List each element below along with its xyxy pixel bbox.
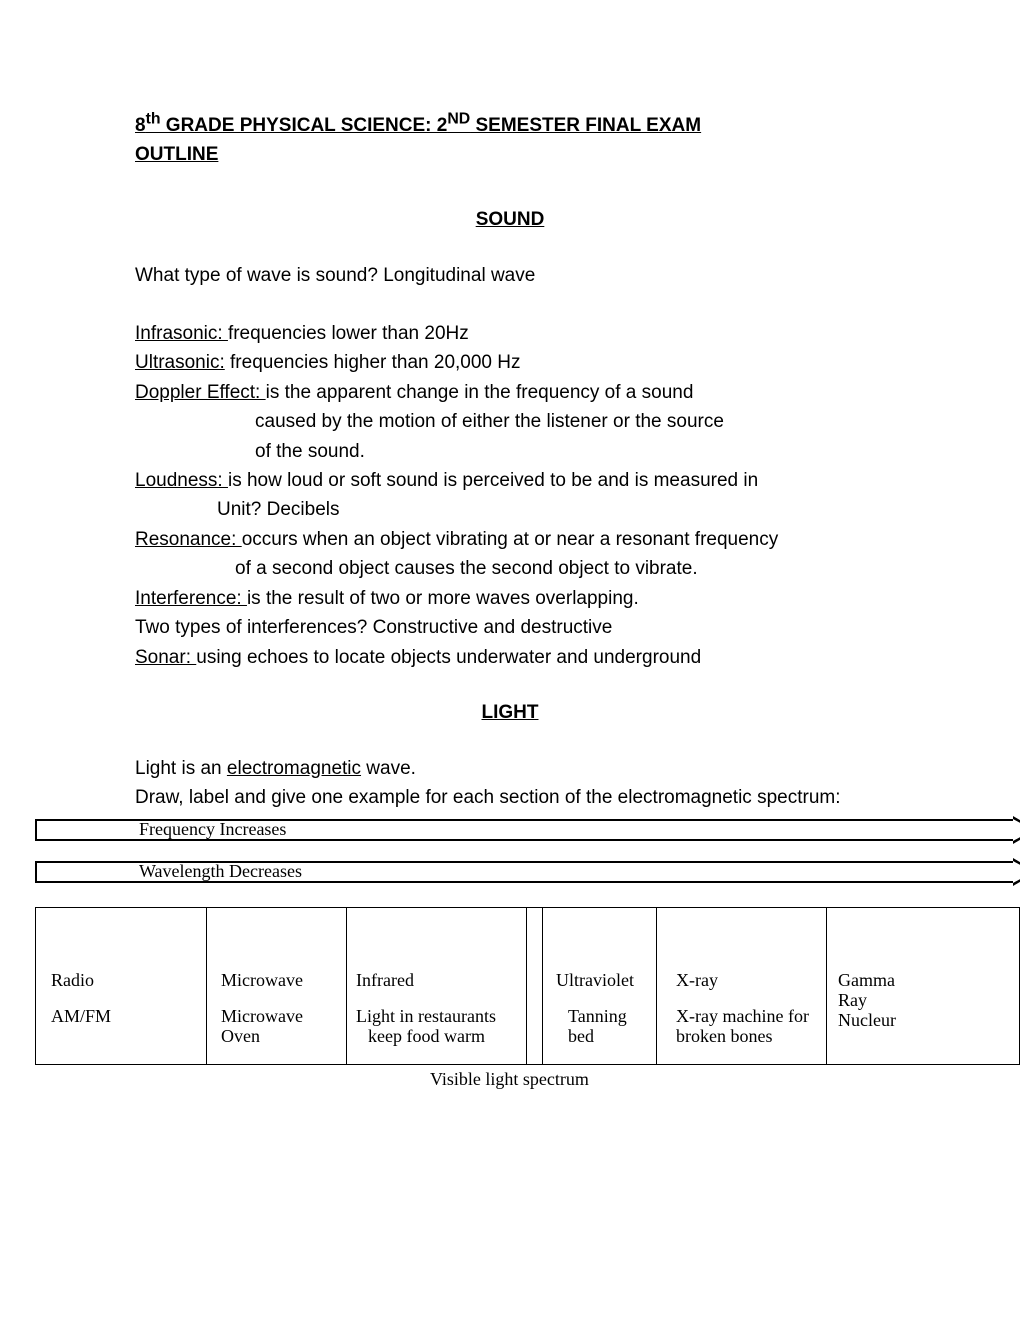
title-line2: OUTLINE <box>135 144 218 165</box>
arrow-wavelength-shaft: Wavelength Decreases <box>35 861 1015 883</box>
val-loudness: is how loud or soft sound is perceived t… <box>228 470 758 491</box>
spectrum-divider <box>826 908 827 1064</box>
sound-heading: SOUND <box>135 209 885 231</box>
spectrum-divider <box>542 908 543 1064</box>
document-page: 8th GRADE PHYSICAL SCIENCE: 2ND SEMESTER… <box>0 0 1020 1130</box>
spectrum-diagram: Radio AM/FM Microwave Microwave Oven Inf… <box>35 907 1020 1090</box>
visible-light-caption: Visible light spectrum <box>430 1069 1020 1090</box>
title-text: 8th GRADE PHYSICAL SCIENCE: 2ND SEMESTER… <box>135 115 701 136</box>
arrow-frequency-head-inner <box>1013 819 1020 841</box>
val-sonar: using echoes to locate objects underwate… <box>196 647 701 668</box>
term-doppler: Doppler Effect: <box>135 382 266 403</box>
spectrum-divider <box>206 908 207 1064</box>
val-infrasonic: frequencies lower than 20Hz <box>228 323 469 344</box>
def-interference: Interference: is the result of two or mo… <box>135 584 885 613</box>
spectrum-divider <box>656 908 657 1064</box>
val-resonance: occurs when an object vibrating at or ne… <box>242 529 779 550</box>
arrow-frequency: Frequency Increases <box>135 817 885 847</box>
def-doppler: Doppler Effect: is the apparent change i… <box>135 378 885 407</box>
val-doppler: is the apparent change in the frequency … <box>266 382 694 403</box>
col-gamma-ex: Nucleur <box>838 1010 896 1031</box>
sound-definitions: Infrasonic: frequencies lower than 20Hz … <box>135 319 885 672</box>
term-loudness: Loudness: <box>135 470 228 491</box>
def-sonar: Sonar: using echoes to locate objects un… <box>135 643 885 672</box>
document-title: 8th GRADE PHYSICAL SCIENCE: 2ND SEMESTER… <box>135 108 885 169</box>
term-ultrasonic: Ultrasonic: <box>135 352 225 373</box>
term-infrasonic: Infrasonic: <box>135 323 228 344</box>
col-uv: Ultraviolet <box>556 970 634 991</box>
col-xray: X-ray <box>676 970 718 991</box>
light-intro: Light is an electromagnetic wave. Draw, … <box>135 754 885 813</box>
arrow-wavelength: Wavelength Decreases <box>135 859 885 889</box>
light-l1u: electromagnetic <box>227 758 361 779</box>
arrow-wavelength-head-inner <box>1013 861 1020 883</box>
light-l1a: Light is an <box>135 758 227 779</box>
light-l1b: wave. <box>361 758 416 779</box>
def-resonance: Resonance: occurs when an object vibrati… <box>135 525 885 554</box>
def-loudness: Loudness: is how loud or soft sound is p… <box>135 466 885 495</box>
def-resonance-c1: of a second object causes the second obj… <box>135 554 885 583</box>
col-infrared-ex1: Light in restaurants <box>356 1006 496 1027</box>
term-resonance: Resonance: <box>135 529 242 550</box>
col-microwave-ex2: Oven <box>221 1026 260 1047</box>
def-doppler-c2: of the sound. <box>135 437 885 466</box>
def-infrasonic: Infrasonic: frequencies lower than 20Hz <box>135 319 885 348</box>
def-ultrasonic: Ultrasonic: frequencies higher than 20,0… <box>135 348 885 377</box>
arrow-wavelength-label: Wavelength Decreases <box>37 861 302 882</box>
light-l2: Draw, label and give one example for eac… <box>135 787 841 808</box>
spectrum-divider <box>526 908 527 1064</box>
def-doppler-c1: caused by the motion of either the liste… <box>135 407 885 436</box>
spectrum-box: Radio AM/FM Microwave Microwave Oven Inf… <box>35 907 1020 1065</box>
col-infrared-ex2: keep food warm <box>368 1026 485 1047</box>
col-radio-ex: AM/FM <box>51 1006 111 1027</box>
col-microwave-ex1: Microwave <box>221 1006 303 1027</box>
arrow-frequency-label: Frequency Increases <box>37 819 286 840</box>
def-two-types: Two types of interferences? Constructive… <box>135 613 885 642</box>
col-xray-ex1: X-ray machine for <box>676 1006 809 1027</box>
col-gamma2: Ray <box>838 990 867 1011</box>
col-infrared: Infrared <box>356 970 414 991</box>
col-uv-ex1: Tanning <box>568 1006 627 1027</box>
col-xray-ex2: broken bones <box>676 1026 772 1047</box>
spectrum-divider <box>346 908 347 1064</box>
arrow-frequency-shaft: Frequency Increases <box>35 819 1015 841</box>
col-radio: Radio <box>51 970 94 991</box>
term-interference: Interference: <box>135 588 247 609</box>
def-loudness-c1: Unit? Decibels <box>135 495 885 524</box>
light-heading: LIGHT <box>135 702 885 724</box>
col-microwave: Microwave <box>221 970 303 991</box>
col-uv-ex2: bed <box>568 1026 594 1047</box>
val-interference: is the result of two or more waves overl… <box>247 588 639 609</box>
col-gamma1: Gamma <box>838 970 895 991</box>
term-sonar: Sonar: <box>135 647 196 668</box>
val-ultrasonic: frequencies higher than 20,000 Hz <box>225 352 521 373</box>
sound-q1: What type of wave is sound? Longitudinal… <box>135 261 885 290</box>
